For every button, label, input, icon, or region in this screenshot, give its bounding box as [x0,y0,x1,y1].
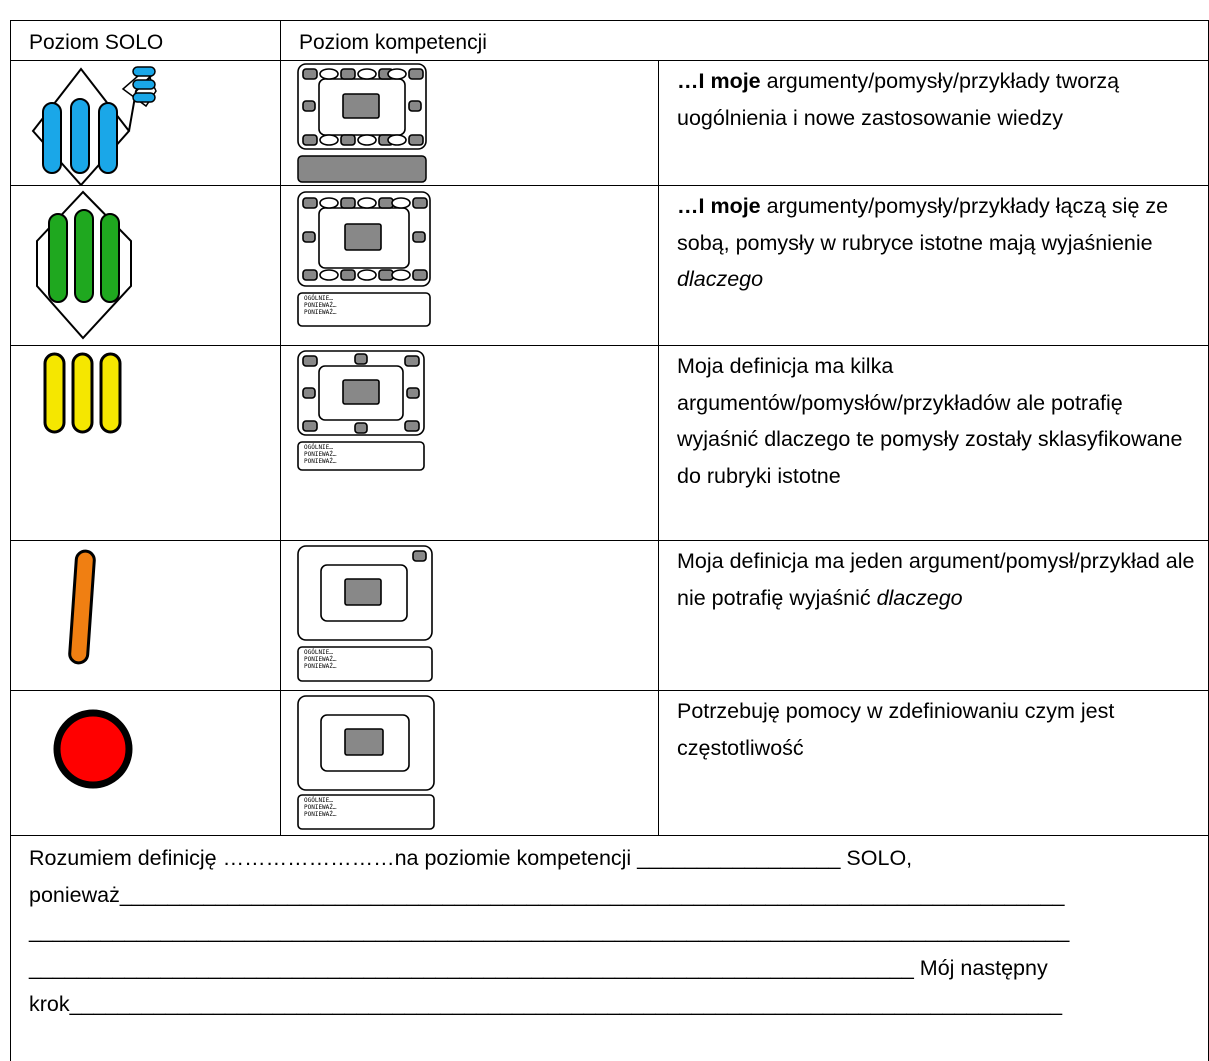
competence-sketch: OGÓLNIE…PONIEWAŻ…PONIEWAŻ… [297,545,433,682]
footer-line: Rozumiem definicję ……………………na poziomie k… [29,846,913,870]
footer-cell: Rozumiem definicję ……………………na poziomie k… [10,835,1209,1061]
solo-icon [53,709,133,789]
description-text: Moja definicja ma jeden argument/pomysł/… [677,549,1195,610]
header-cell: Poziom SOLO [10,20,280,60]
description-bold: …I moje [677,194,761,218]
footer-line: ________________________________________… [29,955,1048,980]
competence-sketch [297,63,427,183]
description-text: argumenty/pomysły/przykłady łączą się ze… [677,194,1169,255]
description-cell: …I moje argumenty/pomysły/przykłady twor… [658,60,1209,185]
footer-line: ponieważ________________________________… [29,882,1065,907]
competence-cell: OGÓLNIE… PONIEWAŻ… PONIEWAŻ… [280,540,658,690]
sketch-note: OGÓLNIE… [304,797,333,804]
sketch-note: OGÓLNIE… [304,649,333,656]
description-italic: dlaczego [677,267,764,291]
sketch-note: PONIEWAŻ… [304,451,337,458]
competence-cell: OGÓLNIE… PONIEWAŻ… PONIEWAŻ… [280,345,658,540]
description-text: Potrzebuję pomocy w zdefiniowaniu czym j… [677,699,1115,760]
solo-icon-cell [10,345,280,540]
sketch-note: OGÓLNIE… [304,295,333,302]
sketch-note: PONIEWAŻ… [304,811,337,818]
competence-cell: OGÓLNIE… PONIEWAŻ… PONIEWAŻ… [280,690,658,835]
solo-icon-cell [10,60,280,185]
competence-sketch: OGÓLNIE…PONIEWAŻ…PONIEWAŻ… [297,695,435,830]
sketch-note: PONIEWAŻ… [304,663,337,670]
footer-line: krok____________________________________… [29,992,1063,1016]
sketch-note: PONIEWAŻ… [304,458,337,465]
sketch-note: PONIEWAŻ… [304,302,337,309]
description-cell: Moja definicja ma jeden argument/pomysł/… [658,540,1209,690]
sketch-note: PONIEWAŻ… [304,309,337,316]
sketch-note: OGÓLNIE… [304,444,333,451]
description-text: Moja definicja ma kilka argumentów/pomys… [677,354,1183,488]
competence-cell: OGÓLNIE… PONIEWAŻ… PONIEWAŻ… [280,185,658,345]
solo-icon-cell [10,540,280,690]
solo-icon [43,352,122,434]
solo-icon [31,66,157,185]
header-cell: Poziom kompetencji [280,20,1209,60]
competence-sketch: OGÓLNIE…PONIEWAŻ…PONIEWAŻ… [297,350,425,471]
solo-icon-cell [10,185,280,345]
competence-sketch: OGÓLNIE…PONIEWAŻ…PONIEWAŻ… [297,191,431,327]
competence-cell [280,60,658,185]
description-cell: Moja definicja ma kilka argumentów/pomys… [658,345,1209,540]
description-cell: …I moje argumenty/pomysły/przykłady łącz… [658,185,1209,345]
header-text: Poziom kompetencji [299,31,487,54]
solo-icon-cell [10,690,280,835]
sketch-note: PONIEWAŻ… [304,656,337,663]
description-cell: Potrzebuję pomocy w zdefiniowaniu czym j… [658,690,1209,835]
solo-icon [36,190,132,340]
sketch-note: PONIEWAŻ… [304,804,337,811]
solo-table: Poziom SOLO Poziom kompetencji …I moje a… [10,20,1209,1061]
solo-icon [68,549,96,665]
description-bold: …I moje [677,69,761,93]
header-text: Poziom SOLO [29,31,164,54]
description-italic: dlaczego [876,585,963,610]
footer-line: ________________________________________… [29,919,1070,943]
description-text: argumenty/pomysły/przykłady tworzą uogól… [677,69,1120,130]
